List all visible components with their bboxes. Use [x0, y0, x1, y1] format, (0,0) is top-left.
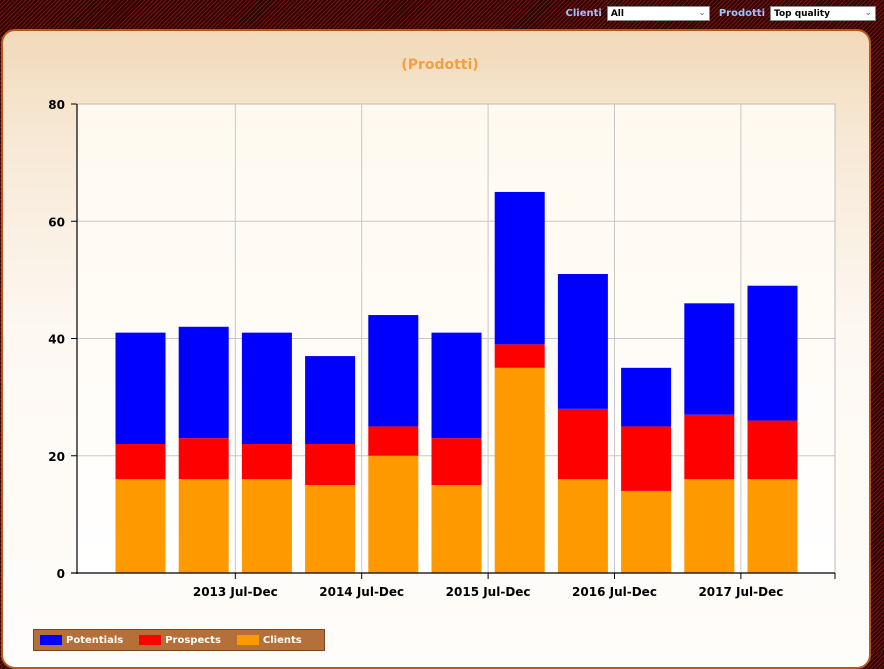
legend-swatch-potentials [40, 635, 62, 645]
bar-clients [305, 485, 356, 573]
bar-potentials [305, 356, 356, 445]
bar-potentials [621, 367, 672, 427]
bar-prospects [178, 438, 229, 480]
bar-potentials [115, 332, 166, 445]
x-tick-label: 2015 Jul-Dec [446, 585, 531, 599]
bar-potentials [368, 315, 419, 427]
bar-potentials [494, 191, 545, 345]
legend-label-potentials: Potentials [66, 634, 124, 646]
x-tick-label: 2014 Jul-Dec [319, 585, 404, 599]
x-tick-label: 2017 Jul-Dec [698, 585, 783, 599]
x-tick-label: 2016 Jul-Dec [572, 585, 657, 599]
bar-clients [621, 490, 672, 573]
y-tick-label: 20 [48, 450, 65, 464]
bar-clients [494, 367, 545, 573]
bar-potentials [557, 274, 608, 409]
bar-prospects [431, 438, 482, 486]
bar-prospects [557, 408, 608, 480]
y-tick-label: 0 [57, 567, 65, 581]
chevron-down-icon: ⌄ [698, 7, 706, 18]
prodotti-label: Prodotti [718, 7, 765, 19]
bar-clients [557, 479, 608, 573]
plot-area: 0 20 40 60 80 2013 Jul-Dec 2014 Jul-Dec 2015 Ju… [48, 98, 836, 599]
legend-item-prospects: Prospects [139, 635, 221, 646]
bar-clients [115, 479, 166, 573]
bar-clients [431, 485, 482, 573]
y-tick-label: 60 [48, 215, 65, 229]
bar-potentials [747, 285, 798, 421]
legend-swatch-prospects [139, 635, 162, 645]
bar-prospects [494, 344, 545, 368]
bar-clients [684, 479, 735, 573]
bar-prospects [368, 426, 419, 456]
y-tick-label: 80 [48, 98, 65, 112]
bar-potentials [178, 326, 229, 439]
bar-prospects [305, 444, 356, 486]
legend-item-potentials: Potentials [40, 635, 123, 646]
chart-title: (Prodotti) [401, 57, 478, 73]
y-tick-label: 40 [48, 333, 65, 347]
bar-prospects [684, 414, 735, 480]
bar-clients [241, 479, 292, 573]
bar-potentials [241, 332, 292, 445]
prodotti-select[interactable]: Top quality ⌄ [770, 5, 876, 21]
legend-item-clients: Clients [236, 634, 302, 646]
bar-clients [178, 479, 229, 573]
bar-prospects [621, 426, 672, 491]
legend: Potentials Prospects Clients [33, 629, 325, 651]
clienti-select-value: All [610, 8, 624, 19]
bar-potentials [684, 303, 735, 415]
bar-prospects [747, 420, 798, 480]
legend-swatch-clients [236, 635, 259, 645]
legend-label-prospects: Prospects [165, 634, 221, 646]
clienti-label: Clienti [565, 7, 602, 19]
filter-bar: Clienti All ⌄ Prodotti Top quality ⌄ [566, 4, 876, 22]
chevron-down-icon: ⌄ [864, 7, 872, 18]
bar-prospects [241, 444, 292, 480]
legend-label-clients: Clients [262, 634, 302, 646]
prodotti-select-value: Top quality [774, 8, 830, 19]
chart-svg: (Prodotti) 0 20 40 60 80 2013 Jul-Dec 2014 Jul… [48, 57, 836, 599]
bar-prospects [115, 444, 166, 480]
bar-potentials [431, 332, 482, 439]
bar-clients [368, 455, 419, 573]
x-tick-label: 2013 Jul-Dec [193, 585, 278, 599]
clienti-select[interactable]: All ⌄ [606, 5, 710, 21]
bar-clients [747, 479, 798, 573]
